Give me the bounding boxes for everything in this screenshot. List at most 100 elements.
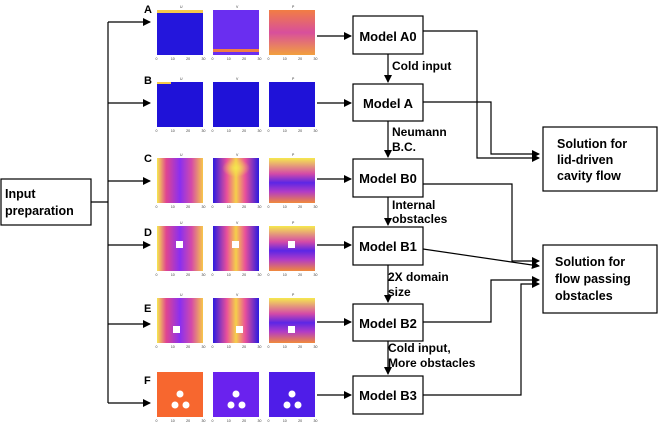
tick-label: 30 — [314, 129, 318, 133]
transfer-label-2-line2: B.C. — [392, 140, 416, 154]
tick-label: 0 — [212, 205, 214, 209]
row-b-title-u: U — [180, 77, 183, 81]
model-a-box — [352, 83, 424, 122]
model-a-label: Model A — [363, 96, 414, 111]
row-d-p-obstacle — [288, 241, 295, 248]
output-obstacles-line3: obstacles — [555, 289, 613, 303]
transfer-label-2-line1: Neumann — [392, 125, 447, 139]
input-label-line2: preparation — [5, 204, 74, 218]
row-letter-a: A — [144, 4, 152, 16]
row-d-v-obstacle — [232, 241, 239, 248]
row-a-v-band — [213, 49, 259, 52]
tick-label: 0 — [268, 419, 270, 423]
model-b3-box — [352, 375, 424, 415]
tick-label: 10 — [283, 57, 287, 61]
transfer-label-4-line1: 2X domain — [388, 270, 449, 284]
tick-label: 10 — [227, 129, 231, 133]
tick-label: 20 — [186, 419, 190, 423]
tick-label: 20 — [242, 57, 246, 61]
tick-label: 0 — [212, 419, 214, 423]
row-c-v-glow — [222, 159, 250, 177]
row-d-title-p: P — [292, 221, 295, 225]
row-f-u-obstacle-3 — [182, 401, 190, 409]
row-f-v-obstacle-2 — [227, 401, 235, 409]
row-a-title-v: V — [236, 5, 239, 9]
row-c-title-p: P — [292, 153, 295, 157]
output-obstacles-box — [542, 244, 658, 314]
tick-label: 20 — [186, 129, 190, 133]
tick-label: 30 — [258, 273, 262, 277]
model-b0-label: Model B0 — [359, 171, 417, 186]
row-b-title-p: P — [292, 77, 295, 81]
tick-label: 0 — [268, 129, 270, 133]
row-letter-f: F — [144, 375, 151, 387]
tick-label: 10 — [283, 273, 287, 277]
tick-label: 30 — [258, 57, 262, 61]
tick-label: 20 — [186, 57, 190, 61]
row-e-u-obstacle — [173, 326, 180, 333]
output-obstacles-line2: flow passing — [555, 272, 631, 286]
model-b2-label: Model B2 — [359, 316, 417, 331]
row-b-u-field — [157, 82, 203, 127]
row-letter-e: E — [144, 303, 151, 315]
row-f-p-obstacle-2 — [283, 401, 291, 409]
row-a-u-field — [157, 10, 203, 55]
output-obstacles-line1: Solution for — [555, 255, 625, 269]
tick-label: 30 — [202, 419, 206, 423]
row-a-v-field — [213, 10, 259, 55]
output-cavity-line2: lid-driven — [557, 153, 613, 167]
model-a0-output-line — [423, 30, 540, 162]
row-f-u-obstacle-1 — [176, 390, 184, 398]
tick-label: 0 — [156, 273, 158, 277]
tick-label: 0 — [212, 57, 214, 61]
tick-label: 0 — [156, 345, 158, 349]
tick-label: 20 — [186, 345, 190, 349]
model-a0-label: Model A0 — [359, 29, 416, 44]
model-a-output-line — [423, 101, 540, 158]
tick-label: 30 — [202, 273, 206, 277]
row-letter-c: C — [144, 153, 152, 165]
row-a-title-p: P — [292, 5, 295, 9]
row-f-v-obstacle-1 — [232, 390, 240, 398]
model-b1-label: Model B1 — [359, 239, 417, 254]
input-preparation-box — [0, 178, 92, 226]
row-f-u-obstacle-2 — [171, 401, 179, 409]
row-d-title-v: V — [236, 221, 239, 225]
tick-label: 20 — [298, 129, 302, 133]
row-d-panels: U V P — [157, 221, 315, 271]
tick-label: 10 — [171, 205, 175, 209]
row-e-v-field — [213, 298, 259, 343]
row-e-panels: U V P — [157, 293, 315, 343]
transfer-label-5-line2: More obstacles — [388, 356, 476, 370]
tick-label: 30 — [258, 419, 262, 423]
output-cavity-line1: Solution for — [557, 137, 627, 151]
tick-label: 30 — [258, 129, 262, 133]
tick-label: 0 — [156, 129, 158, 133]
row-e-u-field — [157, 298, 203, 343]
tick-label: 30 — [258, 205, 262, 209]
row-f-v-obstacle-3 — [238, 401, 246, 409]
tick-label: 10 — [171, 273, 175, 277]
transfer-label-1: Cold input — [392, 59, 451, 73]
row-e-v-obstacle — [236, 326, 243, 333]
tick-label: 0 — [268, 273, 270, 277]
tick-label: 30 — [314, 345, 318, 349]
tick-label: 30 — [202, 345, 206, 349]
row-d-u-obstacle — [176, 241, 183, 248]
row-letter-b: B — [144, 75, 152, 87]
tick-label: 0 — [156, 57, 158, 61]
tick-label: 10 — [171, 345, 175, 349]
tick-label: 0 — [268, 345, 270, 349]
row-a-p-field — [269, 10, 315, 55]
tick-label: 20 — [242, 273, 246, 277]
tick-label: 30 — [258, 345, 262, 349]
tick-label: 30 — [202, 129, 206, 133]
tick-label: 10 — [227, 273, 231, 277]
tick-label: 20 — [242, 419, 246, 423]
model-a0-box — [352, 15, 424, 55]
model-b3-output-line — [423, 280, 540, 396]
tick-label: 20 — [298, 419, 302, 423]
model-b0-output-line — [423, 183, 540, 265]
tick-label: 0 — [156, 205, 158, 209]
tick-label: 30 — [202, 57, 206, 61]
